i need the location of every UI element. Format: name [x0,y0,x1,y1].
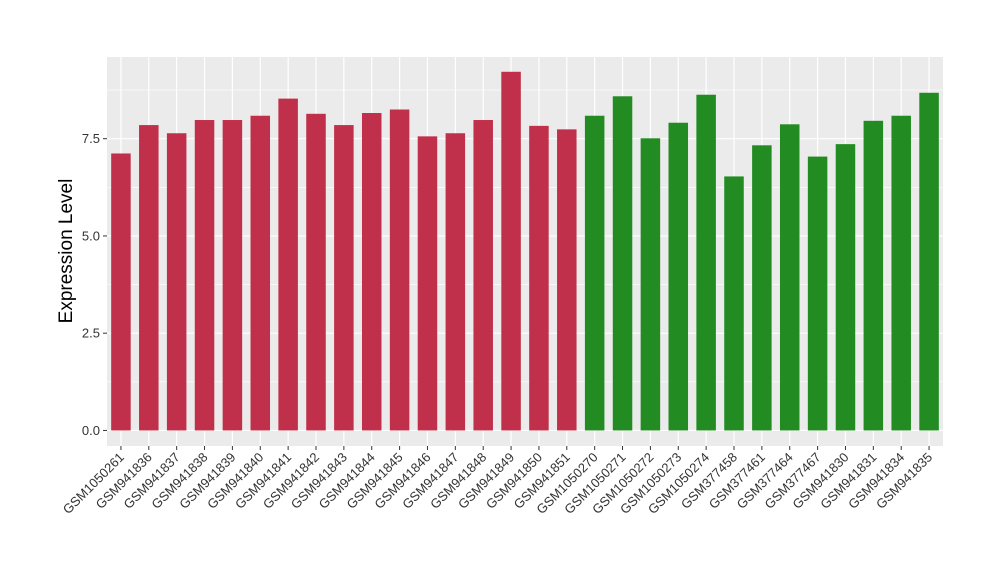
y-tick-label: 0.0 [82,423,100,438]
bar [501,71,521,431]
bar [724,176,744,431]
bar [194,120,215,431]
bar [250,115,271,431]
y-tick-label: 2.5 [82,326,100,341]
bar [361,113,382,431]
bars [111,71,939,431]
bar [473,120,493,431]
bar [640,138,661,431]
bar [222,120,243,431]
bar [417,136,438,431]
bar [919,92,939,431]
y-tick-label: 7.5 [82,131,100,146]
bar [389,109,410,431]
bar [835,144,856,431]
bar [166,133,187,431]
bar [334,125,354,431]
bar [612,96,633,431]
plot-panel [107,57,943,446]
bar [863,120,884,431]
x-axis: GSM1050261GSM941836GSM941837GSM941838GSM… [60,446,935,517]
y-axis-title: Expression Level [56,179,77,324]
bar [306,113,326,431]
bar [529,125,549,431]
bar [891,115,911,431]
bar [139,125,159,431]
bar [557,129,577,431]
y-tick-label: 5.0 [82,228,100,243]
bar [445,133,466,431]
bar [752,145,772,431]
bar [668,122,689,431]
bar [807,156,828,431]
bar [278,98,298,431]
bar [696,94,716,431]
bar [584,115,605,431]
bar [111,153,131,431]
y-axis: 0.0 2.5 5.0 7.5 [82,131,107,438]
bar [779,124,800,431]
minor-gridlines [107,89,943,383]
